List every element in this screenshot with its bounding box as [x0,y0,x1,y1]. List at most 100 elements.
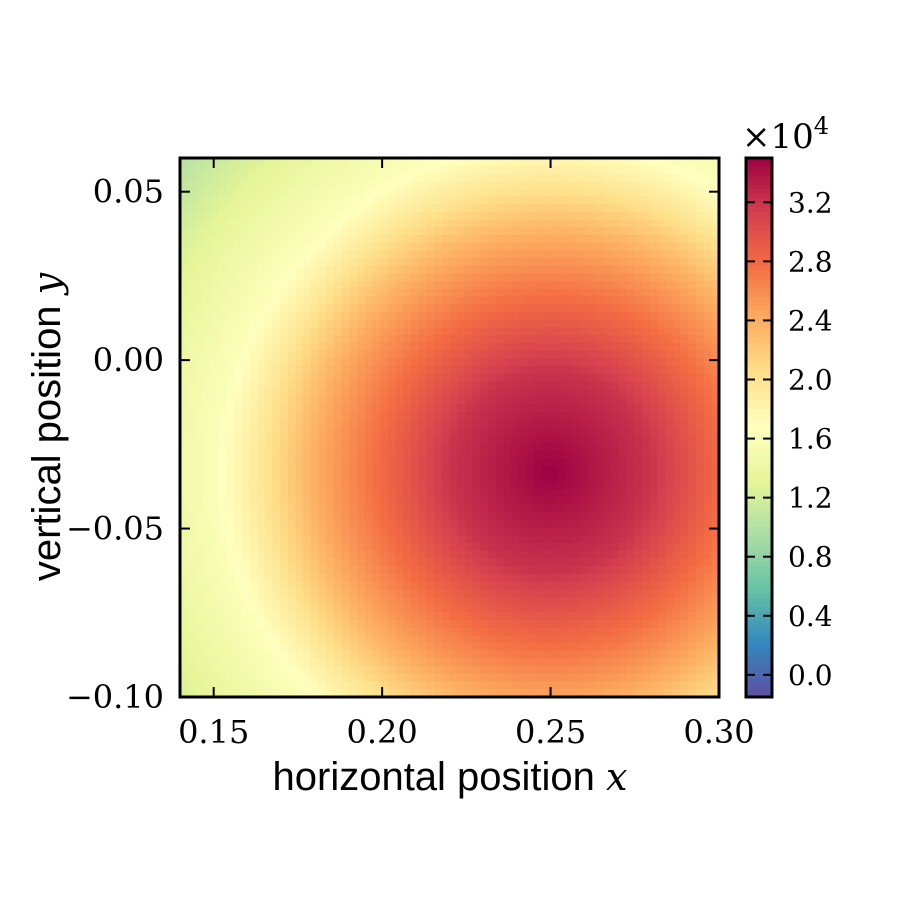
heatmap-cell [372,412,381,421]
heatmap-cell [580,589,589,598]
heatmap-cell [233,589,243,598]
heatmap-cell [588,281,597,290]
heatmap-cell [387,427,397,436]
heatmap-cell [218,489,227,498]
heatmap-cell [688,689,697,698]
heatmap-cell [395,389,404,398]
heatmap-cell [464,296,474,305]
heatmap-cell [272,196,281,205]
heatmap-cell [233,188,243,198]
heatmap-cell [711,327,720,336]
heatmap-cell [634,165,643,174]
heatmap-cell [588,473,597,482]
heatmap-cell [703,211,712,221]
heatmap-cell [549,435,558,444]
heatmap-cell [403,435,412,444]
heatmap-cell [541,427,551,436]
heatmap-cell [357,573,366,583]
heatmap-cell [272,620,281,629]
heatmap-cell [518,458,528,467]
heatmap-cell [434,627,443,636]
heatmap-cell [603,504,612,513]
heatmap-cell [526,404,535,413]
heatmap-cell [572,458,581,467]
heatmap-cell [626,188,635,198]
heatmap-cell [303,242,312,251]
heatmap-cell [526,527,535,536]
heatmap-cell [557,558,566,567]
heatmap-cell [318,389,327,398]
heatmap-cell [649,350,658,359]
heatmap-cell [680,304,689,313]
heatmap-cell [464,689,474,698]
heatmap-cell [418,158,427,167]
heatmap-cell [395,304,404,313]
heatmap-cell [642,312,651,321]
heatmap-cell [634,312,643,321]
heatmap-cell [357,566,366,575]
heatmap-cell [233,173,243,182]
heatmap-cell [480,543,489,552]
heatmap-cell [503,412,512,421]
heatmap-cell [511,512,520,521]
heatmap-cell [380,673,389,683]
heatmap-cell [511,312,520,321]
heatmap-cell [557,250,566,259]
heatmap-cell [526,304,535,313]
heatmap-cell [395,412,404,421]
heatmap-cell [233,650,243,660]
heatmap-cell [349,342,358,352]
heatmap-cell [642,596,651,606]
heatmap-cell [218,596,227,606]
heatmap-cell [372,481,381,490]
heatmap-cell [703,519,712,529]
heatmap-cell [349,350,358,359]
heatmap-cell [611,666,620,675]
heatmap-cell [580,188,589,198]
heatmap-cell [672,335,682,344]
heatmap-cell [295,535,304,544]
heatmap-cell [387,473,397,482]
heatmap-cell [395,519,404,529]
heatmap-cell [695,242,705,251]
heatmap-cell [434,566,443,575]
heatmap-cell [218,196,227,205]
heatmap-cell [472,627,481,636]
heatmap-cell [534,335,543,344]
heatmap-cell [426,612,435,621]
heatmap-cell [688,458,697,467]
heatmap-cell [534,604,543,613]
heatmap-cell [580,342,589,352]
heatmap-cell [549,650,558,660]
heatmap-cell [434,527,443,536]
heatmap-cell [295,319,304,328]
heatmap-cell [695,373,705,382]
heatmap-cell [310,242,320,251]
heatmap-cell [395,689,404,698]
heatmap-cell [503,442,512,452]
heatmap-cell [672,312,682,321]
heatmap-cell [334,389,343,398]
heatmap-cell [349,250,358,259]
heatmap-cell [203,612,212,621]
heatmap-cell [280,350,289,359]
heatmap-cell [488,504,497,513]
heatmap-cell [411,442,420,452]
heatmap-cell [210,312,220,321]
heatmap-cell [495,173,504,182]
heatmap-cell [688,188,697,198]
heatmap-cell [334,227,343,236]
heatmap-cell [310,650,320,660]
heatmap-cell [210,519,220,529]
heatmap-cell [280,327,289,336]
heatmap-cell [403,412,412,421]
heatmap-cell [203,589,212,598]
heatmap-cell [364,165,374,174]
heatmap-cell [534,288,543,298]
heatmap-cell [403,373,412,382]
heatmap-cell [426,496,435,506]
heatmap-cell [711,666,720,675]
heatmap-cell [218,204,227,213]
heatmap-cell [195,419,204,429]
heatmap-cell [303,535,312,544]
